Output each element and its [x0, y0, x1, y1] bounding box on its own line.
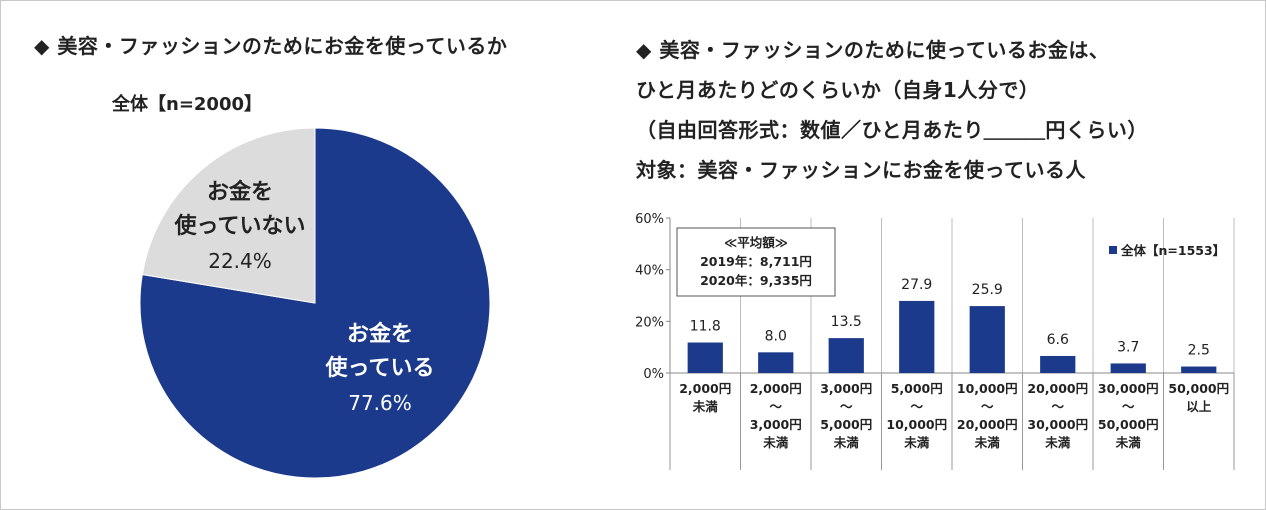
- bar-5: [1040, 355, 1076, 373]
- x-category-label: 2,000円: [750, 381, 802, 396]
- pie-label-not-spending: お金を 使っていない 22.4%: [160, 176, 320, 278]
- x-category-label: 50,000円: [1168, 381, 1229, 396]
- pie-label-spending-line-2: 使っている: [325, 356, 435, 381]
- legend-swatch: [1109, 246, 1117, 254]
- y-tick-label: 40%: [635, 264, 664, 279]
- pie-label-not-spending-value: 22.4%: [208, 249, 272, 273]
- x-category-label: ～: [981, 399, 994, 414]
- y-tick-label: 60%: [635, 212, 664, 227]
- bar-title-line-2: ひと月あたりどのくらいか（自身1人分で）: [636, 78, 1040, 102]
- x-category-label: 未満: [1115, 435, 1142, 450]
- x-category-label: 未満: [833, 435, 860, 450]
- x-category-label: ～: [1051, 399, 1064, 414]
- x-category-label: 3,000円: [750, 417, 802, 432]
- x-category-label: 未満: [692, 399, 719, 414]
- x-category-label: 5,000円: [891, 381, 943, 396]
- x-category-label: 20,000円: [1027, 381, 1088, 396]
- bar-value-label: 2.5: [1188, 343, 1210, 359]
- y-tick-label: 0%: [643, 367, 664, 382]
- x-category-label: 10,000円: [886, 417, 947, 432]
- pie-label-spending-value: 77.6%: [348, 391, 412, 415]
- bar-value-label: 27.9: [901, 277, 932, 293]
- bar-value-label: 25.9: [972, 282, 1003, 298]
- x-category-label: 20,000円: [957, 417, 1018, 432]
- x-category-label: 10,000円: [957, 381, 1018, 396]
- average-annotation-line: 2020年：9,335円: [700, 273, 812, 288]
- bar-value-label: 11.8: [690, 319, 721, 335]
- x-category-label: 未満: [974, 435, 1001, 450]
- x-category-label: 50,000円: [1098, 417, 1159, 432]
- average-annotation-box: [676, 227, 836, 297]
- bar-value-label: 13.5: [831, 314, 862, 330]
- bar-4: [969, 306, 1005, 373]
- pie-label-spending: お金を 使っている 77.6%: [300, 318, 460, 420]
- pie-label-not-spending-line-1: お金を: [206, 180, 273, 205]
- y-tick-label: 20%: [635, 315, 664, 330]
- x-category-label: ～: [840, 399, 853, 414]
- bar-1: [758, 352, 794, 373]
- bar-3: [899, 300, 935, 373]
- average-annotation-line: 2019年：8,711円: [700, 254, 812, 269]
- pie-label-not-spending-line-2: 使っていない: [174, 214, 306, 239]
- bar-7: [1181, 366, 1217, 373]
- bar-value-label: 6.6: [1047, 332, 1069, 348]
- bar-title-line-1: ◆ 美容・ファッションのために使っているお金は、: [636, 38, 1110, 62]
- x-category-label: 以上: [1186, 399, 1212, 414]
- pie-label-spending-line-1: お金を: [346, 322, 413, 347]
- pie-chart-title: ◆ 美容・ファッションのためにお金を使っているか: [34, 34, 508, 58]
- pie-slice-1: [141, 127, 316, 304]
- average-annotation-line: ≪平均額≫: [724, 235, 788, 250]
- x-category-label: 30,000円: [1098, 381, 1159, 396]
- x-category-label: 未満: [762, 435, 789, 450]
- x-category-label: 3,000円: [820, 381, 872, 396]
- bar-0: [687, 342, 723, 373]
- bar-value-label: 3.7: [1117, 339, 1139, 355]
- x-category-label: 未満: [903, 435, 930, 450]
- bar-value-label: 8.0: [765, 328, 787, 344]
- bar-title-line-3: （自由回答形式：数値／ひと月あたり＿＿＿円くらい）: [636, 118, 1148, 142]
- bar-2: [828, 338, 864, 373]
- x-category-label: ～: [769, 399, 782, 414]
- x-category-label: ～: [1122, 399, 1135, 414]
- x-category-label: 未満: [1044, 435, 1071, 450]
- bar-chart-title: ◆ 美容・ファッションのために使っているお金は、 ひと月あたりどのくらいか（自身…: [636, 30, 1148, 190]
- x-category-label: 5,000円: [820, 417, 872, 432]
- pie-chart-subtitle: 全体【n=2000】: [112, 94, 262, 115]
- legend-label: 全体【n=1553】: [1120, 243, 1225, 258]
- bar-6: [1110, 363, 1146, 373]
- x-category-label: 2,000円: [679, 381, 731, 396]
- x-category-label: ～: [910, 399, 923, 414]
- bar-title-line-4: 対象：美容・ファッションにお金を使っている人: [636, 158, 1086, 182]
- x-category-label: 30,000円: [1027, 417, 1088, 432]
